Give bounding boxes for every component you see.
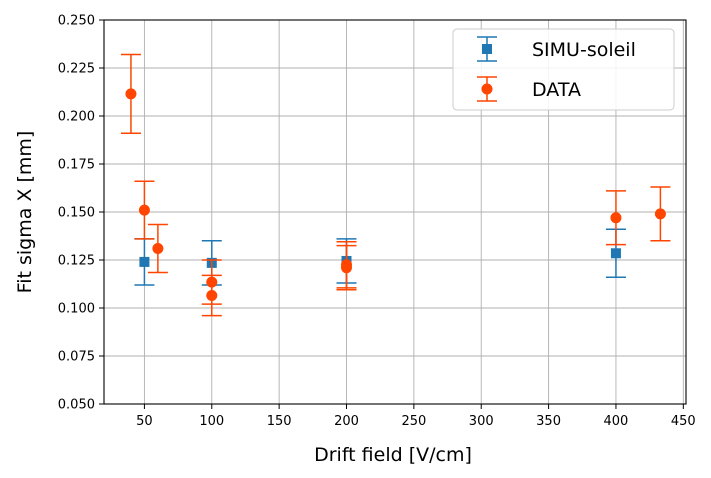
data-point-group-1 bbox=[134, 180, 155, 240]
y-tick-label-8: 0.250 bbox=[58, 14, 95, 29]
data-circle-marker-1 bbox=[138, 204, 150, 216]
data-circle-marker-2 bbox=[152, 242, 164, 254]
y-tick-label-1: 0.075 bbox=[58, 350, 95, 365]
y-tick-label-7: 0.225 bbox=[58, 62, 95, 77]
data-series bbox=[120, 53, 671, 317]
data-point-group-8 bbox=[650, 186, 671, 242]
legend-simu-marker bbox=[482, 44, 492, 54]
y-axis-label: Fit sigma X [mm] bbox=[14, 131, 36, 294]
data-point-group-6 bbox=[336, 244, 357, 291]
x-tick-label-1: 100 bbox=[199, 414, 224, 429]
x-tick-label-0: 50 bbox=[136, 414, 153, 429]
y-tick-label-2: 0.100 bbox=[58, 302, 95, 317]
axis-ticks: 50 100 150 200 250 300 350 400 450 0.050 0.075 0.10… bbox=[58, 14, 696, 430]
simu-square-marker-0 bbox=[139, 256, 150, 267]
y-tick-label-4: 0.150 bbox=[58, 206, 95, 221]
x-tick-label-3: 200 bbox=[334, 414, 359, 429]
legend-data-marker bbox=[481, 83, 493, 95]
data-circle-marker-8 bbox=[654, 208, 666, 220]
x-tick-label-6: 350 bbox=[536, 414, 561, 429]
legend-data-label: DATA bbox=[532, 79, 581, 101]
x-tick-label-8: 450 bbox=[671, 414, 696, 429]
data-point-group-7 bbox=[605, 190, 626, 246]
x-tick-label-5: 300 bbox=[469, 414, 494, 429]
data-circle-marker-7 bbox=[610, 212, 622, 224]
x-axis-label: Drift field [V/cm] bbox=[314, 444, 472, 466]
legend-box bbox=[452, 28, 675, 111]
legend-simu-label: SIMU-soleil bbox=[532, 39, 636, 61]
x-tick-label-2: 150 bbox=[267, 414, 292, 429]
legend-entry-data: DATA bbox=[477, 76, 581, 102]
x-tick-label-4: 250 bbox=[401, 414, 426, 429]
data-circle-marker-6 bbox=[341, 262, 352, 274]
y-tick-label-5: 0.175 bbox=[58, 158, 95, 173]
legend-entry-simu: SIMU-soleil bbox=[477, 36, 636, 62]
y-tick-label-6: 0.200 bbox=[58, 110, 95, 125]
data-circle-marker-0 bbox=[125, 88, 137, 100]
data-point-group-0 bbox=[120, 53, 141, 135]
legend: SIMU-soleil DATA bbox=[452, 28, 675, 111]
simu-square-marker-3 bbox=[610, 248, 621, 259]
data-point-group-2 bbox=[147, 223, 168, 274]
y-tick-label-3: 0.125 bbox=[58, 254, 95, 269]
y-tick-label-0: 0.050 bbox=[58, 398, 95, 413]
data-circle-marker-4 bbox=[206, 290, 218, 302]
x-tick-label-7: 400 bbox=[604, 414, 629, 429]
data-point-group-4 bbox=[201, 274, 222, 317]
simu-point-group-0 bbox=[134, 238, 155, 286]
